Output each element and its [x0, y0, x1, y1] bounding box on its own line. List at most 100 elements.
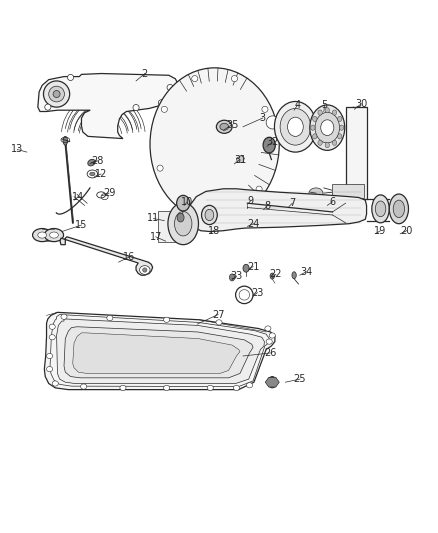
Text: 8: 8 [264, 201, 270, 211]
Ellipse shape [266, 116, 279, 129]
Text: 26: 26 [264, 348, 277, 358]
Text: 17: 17 [149, 232, 162, 242]
Ellipse shape [49, 232, 58, 238]
Ellipse shape [270, 273, 275, 279]
Ellipse shape [262, 106, 268, 112]
Ellipse shape [269, 333, 276, 338]
Polygon shape [73, 333, 240, 374]
Text: 5: 5 [321, 100, 328, 110]
Text: 27: 27 [212, 310, 224, 319]
Ellipse shape [45, 104, 51, 110]
Polygon shape [44, 312, 275, 390]
Text: 24: 24 [248, 219, 260, 229]
Text: 11: 11 [147, 214, 159, 223]
Ellipse shape [311, 125, 315, 130]
Ellipse shape [174, 212, 192, 236]
Ellipse shape [192, 76, 198, 82]
Ellipse shape [120, 385, 126, 391]
Ellipse shape [375, 201, 386, 217]
Ellipse shape [63, 136, 67, 145]
Bar [158, 211, 183, 243]
Ellipse shape [150, 68, 279, 221]
Ellipse shape [46, 353, 53, 359]
Ellipse shape [315, 112, 339, 143]
Text: 12: 12 [95, 169, 107, 179]
Text: 28: 28 [92, 156, 104, 166]
Ellipse shape [332, 140, 337, 146]
Ellipse shape [220, 123, 229, 130]
Ellipse shape [163, 385, 170, 391]
Ellipse shape [158, 100, 164, 106]
Ellipse shape [88, 159, 95, 166]
Ellipse shape [338, 134, 342, 139]
Ellipse shape [313, 116, 317, 122]
Ellipse shape [268, 376, 277, 388]
Ellipse shape [321, 120, 334, 135]
Text: 22: 22 [269, 269, 282, 279]
Polygon shape [237, 155, 244, 163]
Text: 16: 16 [124, 252, 136, 262]
Ellipse shape [318, 110, 322, 115]
Ellipse shape [168, 203, 198, 245]
Ellipse shape [53, 91, 60, 98]
Ellipse shape [339, 125, 344, 130]
Ellipse shape [288, 117, 303, 136]
Polygon shape [265, 377, 279, 387]
Ellipse shape [309, 188, 323, 198]
Ellipse shape [233, 385, 240, 391]
Ellipse shape [81, 384, 87, 389]
Ellipse shape [253, 201, 262, 212]
Ellipse shape [313, 134, 317, 139]
Text: 33: 33 [230, 271, 243, 281]
Text: 29: 29 [103, 188, 115, 198]
Text: 9: 9 [247, 196, 254, 206]
Ellipse shape [49, 86, 64, 102]
Ellipse shape [183, 201, 189, 208]
Ellipse shape [143, 268, 147, 272]
Ellipse shape [243, 264, 249, 272]
Ellipse shape [167, 84, 173, 91]
Ellipse shape [161, 106, 167, 112]
Ellipse shape [90, 172, 95, 176]
Bar [332, 184, 364, 198]
Ellipse shape [177, 213, 184, 222]
Ellipse shape [107, 316, 113, 321]
Text: 35: 35 [226, 119, 238, 130]
Ellipse shape [231, 76, 237, 82]
Text: 23: 23 [251, 288, 264, 298]
Ellipse shape [292, 272, 296, 279]
Text: 19: 19 [374, 225, 387, 236]
Ellipse shape [247, 383, 253, 388]
Text: 4: 4 [294, 100, 300, 110]
Ellipse shape [332, 110, 337, 115]
Ellipse shape [263, 138, 276, 153]
Text: 14: 14 [72, 192, 85, 201]
Text: 6: 6 [329, 197, 336, 207]
Ellipse shape [352, 120, 355, 124]
Ellipse shape [216, 120, 232, 133]
Ellipse shape [325, 108, 329, 113]
Ellipse shape [280, 108, 311, 145]
Polygon shape [38, 74, 179, 139]
Ellipse shape [265, 326, 271, 331]
Text: 2: 2 [141, 69, 148, 78]
Text: 31: 31 [234, 155, 246, 165]
Text: 20: 20 [401, 225, 413, 236]
Ellipse shape [46, 367, 53, 372]
Text: 13: 13 [11, 144, 23, 155]
Ellipse shape [43, 81, 70, 107]
Text: 21: 21 [247, 262, 259, 271]
Text: 34: 34 [300, 266, 312, 277]
Text: 25: 25 [293, 374, 306, 384]
Polygon shape [60, 237, 152, 275]
Ellipse shape [310, 105, 345, 150]
Ellipse shape [49, 335, 55, 340]
Ellipse shape [140, 265, 150, 274]
Ellipse shape [372, 195, 389, 223]
Ellipse shape [49, 324, 55, 329]
Text: 7: 7 [289, 198, 296, 208]
Text: 15: 15 [75, 220, 88, 230]
Ellipse shape [207, 385, 213, 391]
Ellipse shape [338, 116, 342, 122]
Text: 10: 10 [181, 197, 194, 207]
